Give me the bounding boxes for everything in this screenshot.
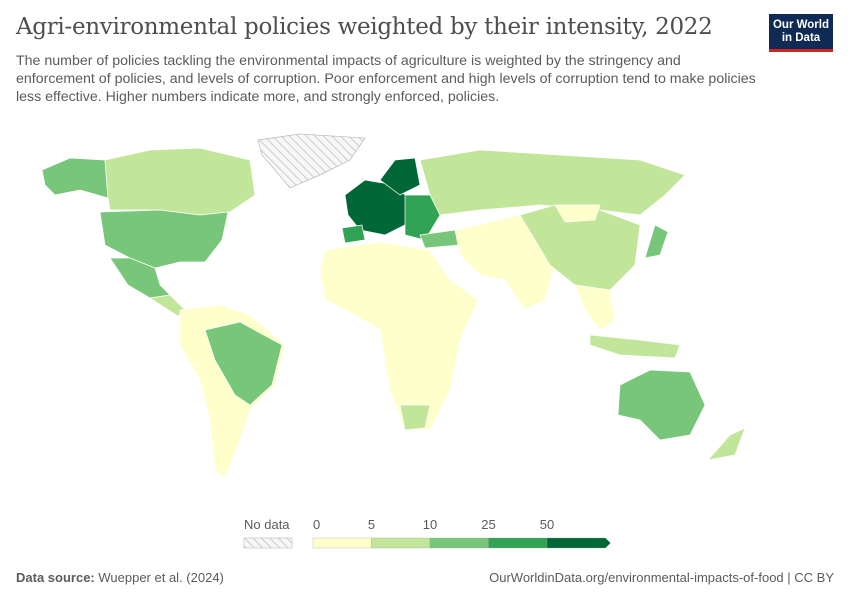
world-map [41,133,746,479]
region-indonesia[interactable] [589,334,681,359]
region-greenland[interactable] [257,133,366,189]
map-legend: No data 0 5 10 25 50 [243,517,611,549]
region-iberia[interactable] [341,224,366,244]
region-russia[interactable] [419,149,686,216]
region-usa[interactable] [99,209,229,269]
legend-tick-label: 50 [540,517,554,532]
legend-tick-label: 10 [423,517,437,532]
chart-subtitle: The number of policies tackling the envi… [16,53,756,105]
region-japan[interactable] [644,224,669,259]
region-brazil[interactable] [204,321,283,406]
legend-bin-2[interactable] [429,537,489,549]
legend-no-data-label: No data [244,517,290,532]
region-canada[interactable] [104,147,256,216]
region-south-africa[interactable] [399,404,431,431]
legend-bin-4[interactable] [546,537,611,549]
legend-bin-1[interactable] [371,537,431,549]
region-scandinavia[interactable] [379,157,421,196]
region-europe-east[interactable] [404,194,441,241]
data-source: Data source: Wuepper et al. (2024) [16,570,224,585]
legend-tick-label: 0 [313,517,320,532]
region-new-zealand[interactable] [707,427,746,461]
legend-tick-label: 5 [368,517,375,532]
source-name: Wuepper et al. (2024) [98,570,224,585]
legend-no-data-swatch [243,537,293,549]
region-mongolia[interactable] [554,204,601,223]
legend-tick-label: 25 [481,517,495,532]
region-alaska[interactable] [41,157,109,199]
chart-title: Agri-environmental policies weighted by … [16,14,713,40]
owid-logo[interactable]: Our World in Data [769,14,833,52]
legend-bin-0[interactable] [312,537,372,549]
region-southeast-asia[interactable] [574,284,616,331]
legend-bin-3[interactable] [488,537,548,549]
region-mexico[interactable] [109,257,171,299]
region-australia[interactable] [617,369,706,441]
footer-url[interactable]: OurWorldinData.org/environmental-impacts… [489,570,834,585]
region-africa[interactable] [319,241,479,431]
